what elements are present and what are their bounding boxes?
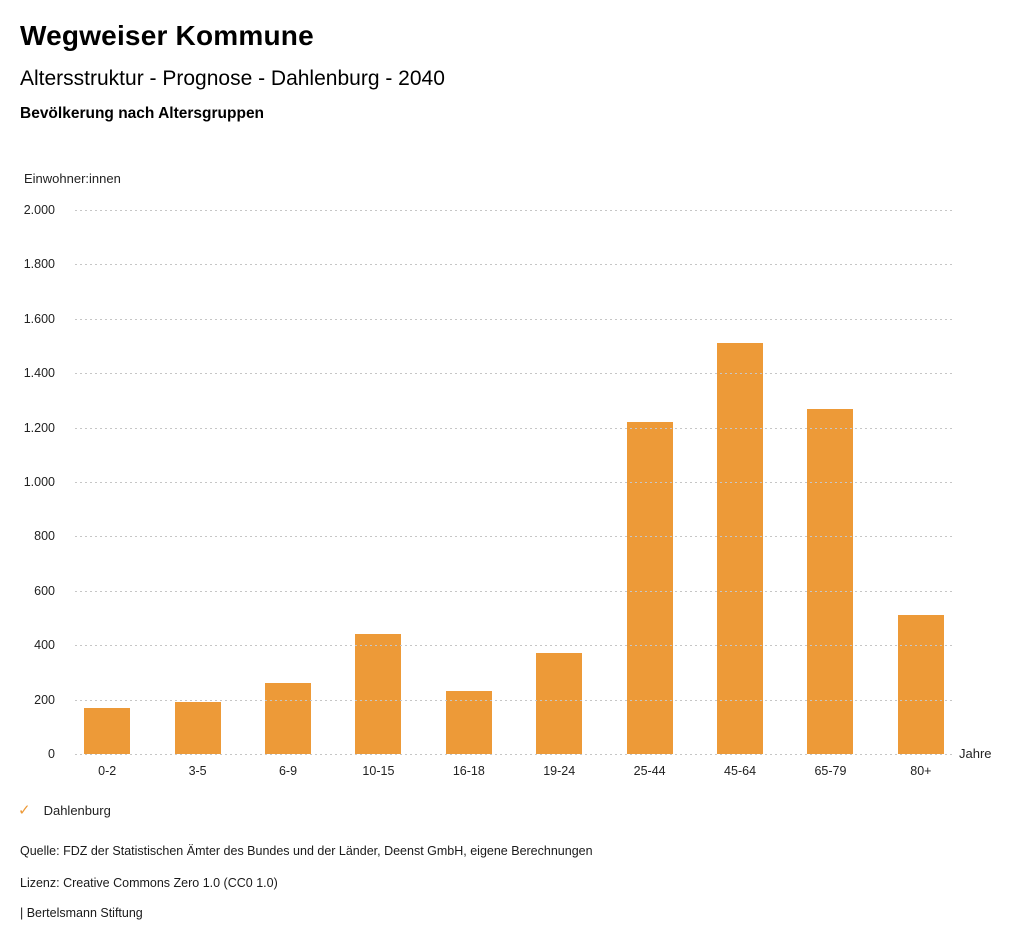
x-tick-label: 19-24: [543, 764, 576, 778]
y-tick-label: 400: [34, 637, 55, 652]
bar-slot: 3-5: [152, 210, 242, 777]
x-tick-label: 80+: [910, 764, 932, 778]
x-tick-label: 65-79: [814, 764, 847, 778]
bar-3-5: [174, 702, 221, 754]
bar-slot: 0-2: [62, 210, 152, 777]
bar-19-24: [536, 653, 583, 754]
gridline: [75, 482, 953, 483]
license-text: Lizenz: Creative Commons Zero 1.0 (CC0 1…: [20, 876, 278, 890]
y-axis-title: Einwohner:innen: [24, 171, 121, 186]
y-tick-label: 0: [48, 746, 55, 761]
chart-plot: 0-2 3-5 6-9 10-15 16-18 19-24 25-44 45-64 65-79 8…: [24, 204, 992, 777]
bar-slot: 45-64: [695, 210, 785, 777]
y-tick-label: 1.800: [23, 257, 55, 272]
y-tick-label: 800: [34, 529, 55, 544]
y-tick-label: 1.200: [23, 420, 55, 435]
bar-10-15: [355, 634, 402, 754]
gridline: [75, 590, 953, 592]
gridline: [75, 645, 953, 647]
x-tick-label: 3-5: [188, 764, 207, 778]
attribution-text: | Bertelsmann Stiftung: [20, 906, 143, 920]
gridline: [75, 536, 953, 538]
y-tick-label: 1.400: [23, 365, 55, 380]
gridline: [75, 210, 953, 211]
y-tick-label: 1.000: [23, 474, 55, 489]
source-text: Quelle: FDZ der Statistischen Ämter des …: [20, 844, 593, 858]
gridline: [75, 264, 953, 266]
x-tick-label: 25-44: [633, 764, 666, 778]
gridline: [75, 699, 953, 701]
legend-item-dahlenburg[interactable]: ✓ Dahlenburg: [18, 803, 111, 818]
bar-65-79: [807, 408, 854, 754]
brand-title: Wegweiser Kommune: [20, 20, 314, 51]
bar-16-18: [445, 691, 492, 754]
bar-slot: 16-18: [424, 210, 514, 777]
y-tick-label: 2.000: [23, 202, 55, 217]
y-tick-label: 1.600: [23, 311, 55, 326]
y-tick-label: 200: [34, 692, 55, 707]
bar-0-2: [84, 707, 131, 754]
x-tick-label: 6-9: [278, 764, 298, 778]
bar-slot: 25-44: [604, 210, 694, 777]
bar-80+: [897, 615, 944, 754]
bar-45-64: [717, 343, 764, 754]
y-tick-label: 600: [34, 583, 55, 598]
chart-subtitle: Bevölkerung nach Altersgruppen: [20, 105, 265, 122]
x-tick-label: 45-64: [724, 764, 757, 778]
x-axis-title: Jahre: [959, 746, 992, 761]
legend-check-icon: ✓: [18, 802, 31, 819]
bar-slot: 10-15: [333, 210, 423, 777]
bar-slot: 80+: [876, 210, 966, 777]
gridline: [75, 427, 953, 429]
x-tick-label: 10-15: [362, 764, 395, 778]
bar-slot: 65-79: [785, 210, 875, 777]
x-tick-label: 0-2: [98, 764, 117, 778]
bar-slot: 6-9: [243, 210, 333, 777]
gridline: [75, 373, 953, 375]
bar-slot: 19-24: [514, 210, 604, 777]
legend-label: Dahlenburg: [43, 803, 111, 818]
gridline: [75, 754, 953, 755]
bar-6-9: [265, 683, 312, 754]
x-tick-label: 16-18: [452, 764, 485, 778]
chart-title: Altersstruktur - Prognose - Dahlenburg -…: [20, 67, 445, 90]
bars-container: 0-2 3-5 6-9 10-15 16-18 19-24 25-44 45-64 65-79 8…: [62, 210, 966, 777]
bar-25-44: [626, 422, 673, 754]
gridline: [75, 318, 953, 320]
